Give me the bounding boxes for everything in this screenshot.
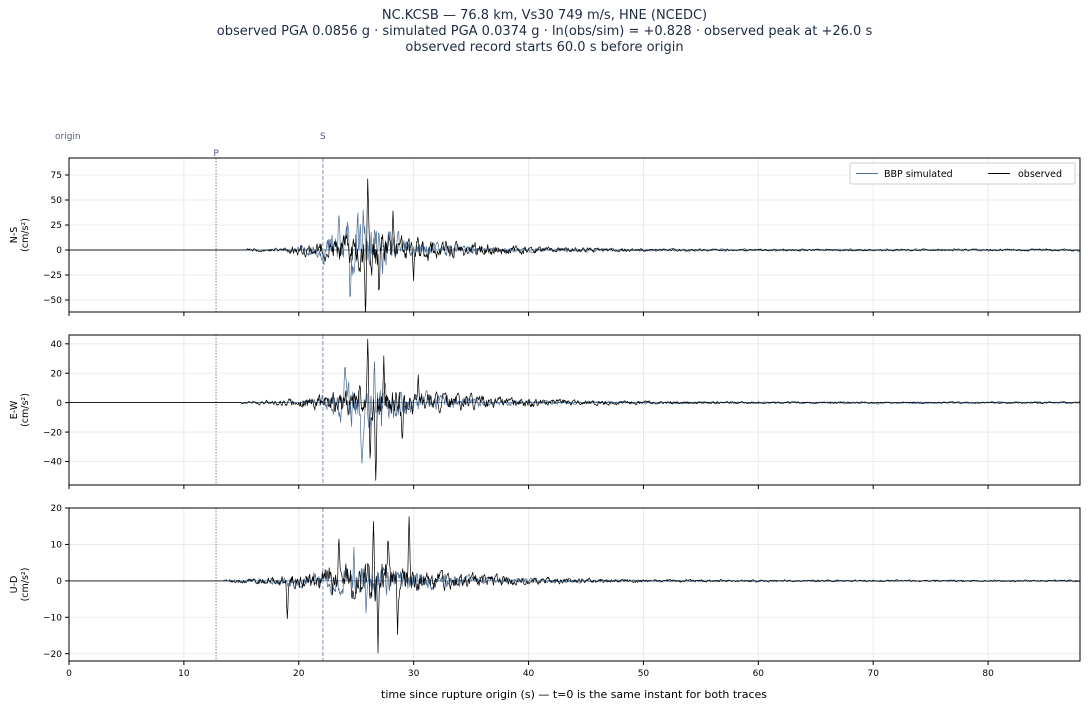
y-tick-label: −25	[43, 271, 62, 281]
y-tick-label: 10	[51, 541, 63, 551]
x-tick-label: 70	[867, 669, 879, 679]
trace-observed	[69, 516, 1080, 654]
y-axis-label-component: N-S	[9, 227, 20, 244]
x-tick-label: 60	[753, 669, 765, 679]
y-tick-label: 25	[51, 221, 62, 231]
y-axis-label-unit: (cm/s²)	[20, 568, 31, 602]
trace-simulated	[69, 547, 1080, 614]
y-axis-label: E-W(cm/s²)	[9, 393, 31, 427]
chart-title-line-1: NC.KCSB — 76.8 km, Vs30 749 m/s, HNE (NC…	[381, 8, 708, 23]
panels-group: −50−250255075N-S(cm/s²)−40−2002040E-W(cm…	[9, 157, 1081, 679]
y-tick-label: −10	[43, 613, 62, 623]
legend-box	[849, 162, 1076, 185]
trace-simulated	[69, 361, 1080, 464]
y-tick-label: −40	[43, 458, 62, 468]
y-axis-label-unit: (cm/s²)	[20, 393, 31, 427]
traces-group	[69, 178, 1080, 312]
trace-observed	[69, 178, 1080, 312]
trace-observed	[69, 338, 1080, 481]
y-tick-label: 40	[51, 340, 63, 350]
y-tick-label: 0	[56, 246, 62, 256]
x-tick-label: 10	[178, 669, 190, 679]
s-marker-label: S	[320, 132, 326, 142]
y-tick-label: 0	[56, 577, 62, 587]
chart-title-line-2: observed PGA 0.0856 g · simulated PGA 0.…	[216, 24, 873, 39]
panel-ud: −20 −10 0 10 20 0 10 20 30 40 50 60 70 80 U-D(cm/s²)	[9, 504, 1081, 679]
x-tick-label: 30	[408, 669, 420, 679]
y-tick-label: 20	[51, 504, 63, 514]
traces-group	[69, 338, 1080, 481]
panel-frame	[68, 334, 1081, 486]
y-axis-label-component: E-W	[9, 400, 20, 419]
chart-title-line-3: observed record starts 60.0 s before ori…	[405, 40, 684, 55]
x-tick-label: 50	[638, 669, 650, 679]
y-axis-label-unit: (cm/s²)	[20, 218, 31, 252]
x-tick-label: 80	[982, 669, 994, 679]
legend: BBP simulated observed	[849, 162, 1076, 185]
y-tick-label: −20	[43, 428, 62, 438]
traces-group	[69, 516, 1080, 654]
origin-marker-label: origin	[55, 132, 81, 142]
y-tick-label: 0	[56, 399, 62, 409]
y-axis-label: N-S(cm/s²)	[9, 218, 31, 252]
y-tick-label: 75	[51, 171, 62, 181]
legend-simulated-label: BBP simulated	[884, 169, 953, 180]
y-tick-label: 20	[51, 369, 63, 379]
x-axis-label: time since rupture origin (s) — t=0 is t…	[381, 688, 767, 701]
y-tick-label: 50	[51, 196, 63, 206]
y-axis-label-component: U-D	[9, 576, 20, 594]
x-tick-label: 20	[293, 669, 305, 679]
x-tick-label: 0	[66, 669, 72, 679]
legend-observed-label: observed	[1018, 169, 1062, 180]
panel-ew: −40 −20 0 20 40 E-W(cm/s²)	[9, 334, 1081, 489]
x-tick-label: 40	[523, 669, 535, 679]
panel-frame	[68, 507, 1081, 662]
y-axis-label: U-D(cm/s²)	[9, 568, 31, 602]
p-marker-label: P	[213, 149, 219, 159]
y-tick-label: −50	[43, 296, 62, 306]
panel-frame	[68, 157, 1081, 313]
y-tick-label: −20	[43, 650, 62, 660]
trace-simulated	[69, 209, 1080, 297]
